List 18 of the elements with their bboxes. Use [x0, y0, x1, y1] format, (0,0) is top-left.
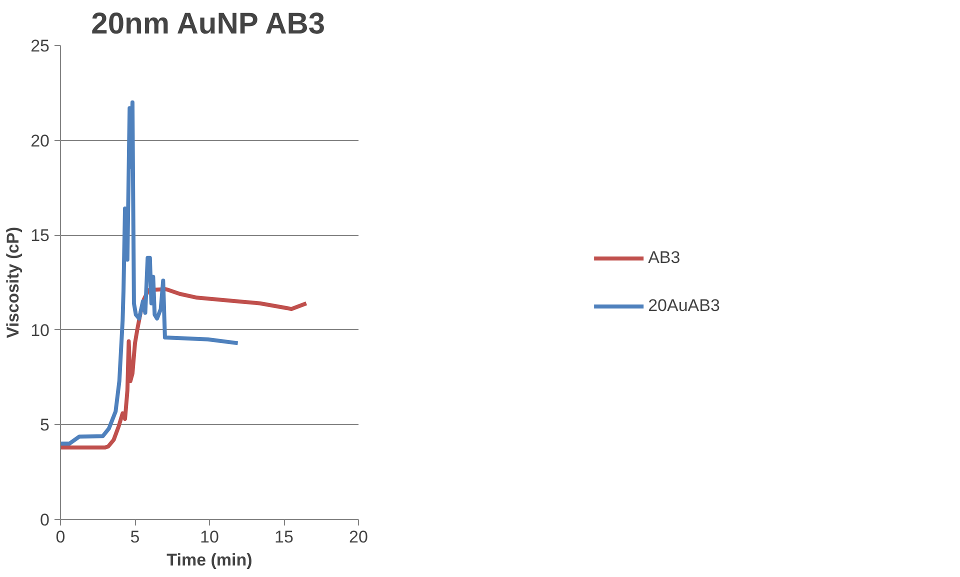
y-tick-label: 25 [30, 36, 50, 56]
x-axis-title: Time (min) [166, 550, 252, 570]
y-tick-label: 10 [30, 320, 50, 340]
y-tick-label: 15 [30, 226, 50, 246]
y-axis-title: Viscosity (cP) [4, 226, 23, 338]
y-tick-label: 5 [40, 416, 50, 435]
x-tick-label: 20 [349, 528, 368, 546]
y-tick-label: 0 [40, 510, 50, 530]
x-tick-label: 5 [130, 528, 140, 546]
legend-label: AB3 [648, 248, 680, 268]
line-series [60, 100, 240, 446]
x-tick-label: 15 [274, 528, 294, 546]
y-tick-label: 20 [30, 131, 50, 150]
legend-label: 20AuAB3 [648, 296, 720, 316]
x-tick-label: 0 [56, 528, 66, 546]
line-series [60, 287, 308, 450]
x-tick-label: 10 [200, 528, 219, 546]
chart-title: 20nm AuNP AB3 [91, 8, 326, 40]
